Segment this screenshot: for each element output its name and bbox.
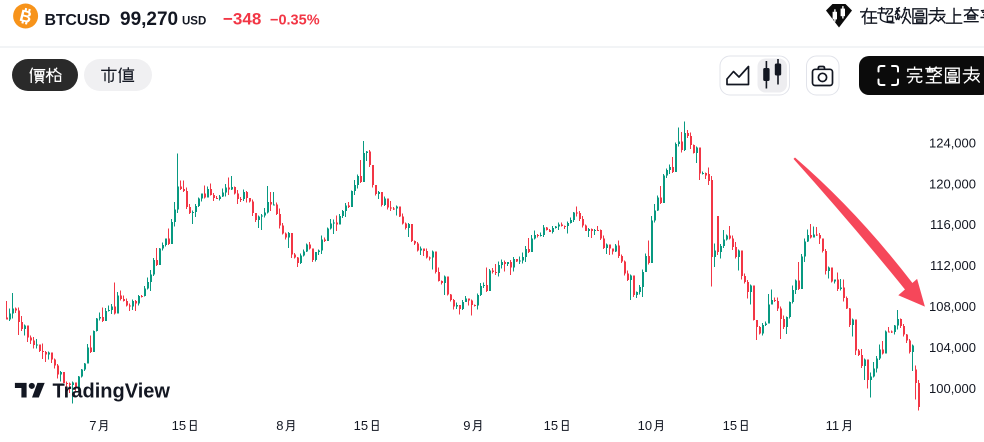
svg-text:99,270: 99,270 (120, 9, 178, 30)
svg-text:120,000: 120,000 (929, 177, 976, 192)
svg-text:112,000: 112,000 (930, 258, 976, 273)
svg-text:116,000: 116,000 (930, 217, 976, 232)
svg-text:100,000: 100,000 (929, 381, 976, 396)
svg-text:108,000: 108,000 (929, 299, 976, 314)
svg-text:9: 9 (463, 418, 470, 433)
svg-text:11: 11 (826, 418, 840, 433)
svg-text:7: 7 (89, 418, 96, 433)
svg-text:−348: −348 (223, 10, 261, 29)
svg-text:10: 10 (638, 418, 652, 433)
svg-text:8: 8 (276, 418, 283, 433)
svg-text:−0.35%: −0.35% (270, 13, 320, 29)
svg-text:BTCUSD: BTCUSD (45, 12, 110, 29)
svg-text:15: 15 (354, 418, 368, 433)
svg-text:15: 15 (723, 418, 737, 433)
svg-text:TradingView: TradingView (53, 380, 171, 402)
svg-text:124,000: 124,000 (929, 136, 976, 151)
svg-text:104,000: 104,000 (929, 340, 976, 355)
svg-text:USD: USD (182, 16, 206, 28)
svg-text:15: 15 (172, 418, 186, 433)
svg-text:15: 15 (544, 418, 558, 433)
